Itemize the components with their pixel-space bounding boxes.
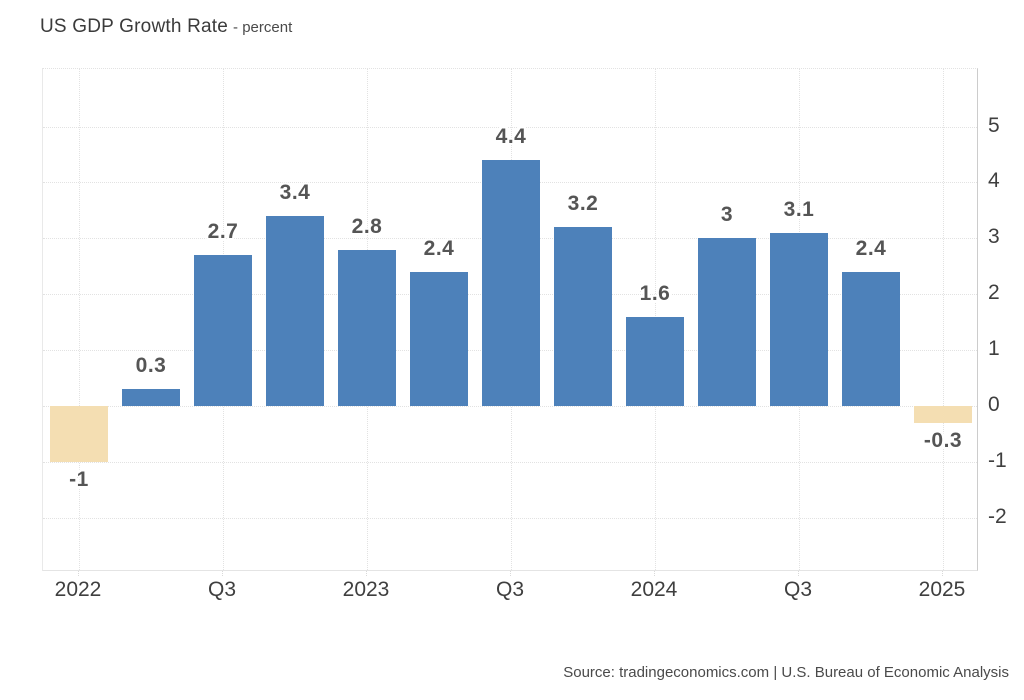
y-axis-label-0: 0 bbox=[988, 393, 1000, 416]
y-axis-label--1: -1 bbox=[988, 448, 1007, 472]
bar-value-label: 3.1 bbox=[783, 197, 815, 222]
x-axis-label-2024: 2024 bbox=[630, 578, 678, 601]
y-axis-label--2: -2 bbox=[988, 504, 1007, 528]
x-axis-label-q3: Q3 bbox=[495, 578, 524, 601]
bar-value-label: 4.4 bbox=[495, 124, 527, 149]
gridline-horizontal bbox=[43, 461, 977, 463]
bar-value-label: 3 bbox=[720, 203, 734, 228]
bar-2024-q4[interactable] bbox=[842, 271, 900, 406]
x-axis-tick bbox=[510, 571, 511, 576]
bar-2023-q3[interactable] bbox=[482, 160, 540, 406]
y-axis-label-5: 5 bbox=[988, 113, 1000, 137]
bar-value-label: 2.4 bbox=[855, 236, 887, 261]
bar-value-label: -1 bbox=[68, 467, 89, 492]
x-axis-label-2022: 2022 bbox=[54, 578, 102, 601]
bar-value-label: 3.2 bbox=[567, 191, 599, 216]
bar-2022-q4[interactable] bbox=[266, 215, 324, 406]
gridline-horizontal bbox=[43, 406, 977, 407]
y-axis-label-4: 4 bbox=[988, 169, 1000, 193]
bar-2023-q1[interactable] bbox=[338, 249, 396, 406]
plot-area: -1 0.3 2.7 3.4 2.8 2.4 4.4 3.2 1.6 3 3.1 2.4 -0.3 bbox=[42, 68, 978, 571]
x-axis-label-q3: Q3 bbox=[783, 578, 812, 601]
x-axis-tick bbox=[78, 571, 79, 576]
bar-value-label: 2.7 bbox=[207, 219, 239, 244]
gridline-vertical bbox=[943, 69, 944, 570]
bar-2023-q4[interactable] bbox=[554, 227, 612, 406]
gridline-horizontal bbox=[43, 126, 977, 128]
bar-2022-q3[interactable] bbox=[194, 255, 252, 406]
x-axis-label-2025: 2025 bbox=[918, 578, 966, 601]
x-axis-tick bbox=[366, 571, 367, 576]
y-axis-label-3: 3 bbox=[988, 225, 1000, 249]
bar-2024-q2[interactable] bbox=[698, 238, 756, 406]
bar-value-label: 2.8 bbox=[351, 214, 383, 239]
bar-value-label: 3.4 bbox=[279, 180, 311, 205]
bar-value-label: -0.3 bbox=[923, 428, 963, 453]
bar-value-label: 1.6 bbox=[639, 281, 671, 306]
bar-value-label: 2.4 bbox=[423, 236, 455, 261]
x-axis-tick bbox=[942, 571, 943, 576]
gridline-vertical bbox=[79, 69, 80, 570]
bar-2025-q1[interactable] bbox=[914, 406, 972, 423]
y-axis-label-1: 1 bbox=[988, 337, 1000, 361]
y-axis-label-2: 2 bbox=[988, 281, 1000, 305]
source-credit: Source: tradingeconomics.com | U.S. Bure… bbox=[563, 664, 1009, 681]
chart-header: US GDP Growth Rate - percent bbox=[40, 16, 292, 38]
x-axis-label-2023: 2023 bbox=[342, 578, 390, 601]
x-axis-tick bbox=[798, 571, 799, 576]
gridline-horizontal bbox=[43, 517, 977, 519]
bar-2024-q1[interactable] bbox=[626, 316, 684, 406]
bar-2024-q3[interactable] bbox=[770, 232, 828, 406]
x-axis-tick bbox=[654, 571, 655, 576]
bar-2022-q2[interactable] bbox=[122, 389, 180, 406]
bar-2023-q2[interactable] bbox=[410, 271, 468, 406]
bar-2022-q1[interactable] bbox=[50, 406, 108, 462]
x-axis-tick bbox=[222, 571, 223, 576]
chart-subtitle: - percent bbox=[233, 19, 293, 36]
x-axis-label-q3: Q3 bbox=[207, 578, 236, 601]
chart-title: US GDP Growth Rate bbox=[40, 16, 229, 37]
bar-value-label: 0.3 bbox=[135, 353, 167, 378]
